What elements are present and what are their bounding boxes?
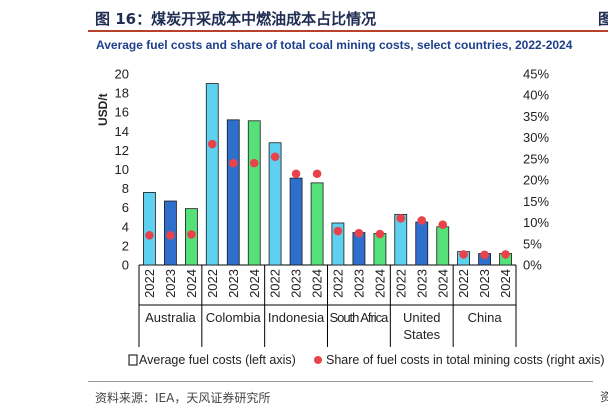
bar-colombia-2024 [247,120,261,266]
x-tick-year: 2022 [205,269,220,298]
fuel-cost-chart: 0 2 4 6 8 10 12 14 16 18 20 0% 5% 10% 15% 20% 25% 30% 35% 4… [115,67,605,368]
share-dot-australia-2023 [166,230,175,240]
share-dot-united-states-2023 [417,216,427,225]
y-axis-label: USD/t [96,93,110,126]
x-tick-year: 2022 [456,269,471,298]
share-dot-south-africa-2023 [354,228,364,238]
share-dot-australia-2024 [187,230,196,239]
share-dot-south-africa-2024 [375,229,385,239]
next-source-fragment: 资 [600,390,608,404]
bar-colombia-2022 [205,83,219,266]
bar-colombia-2023 [226,119,240,266]
title-divider [88,30,608,32]
x-tick-year: 2023 [163,269,178,298]
x-tick-year: 2023 [477,269,492,298]
x-tick-year: 2022 [268,269,283,298]
x-tick-year: 2024 [372,269,387,298]
y2-tick-label: 0% [523,258,542,273]
share-dot-colombia-2024 [249,158,259,168]
legend-label-share: Share of fuel costs in total mining cost… [326,353,605,367]
y-tick-label: 2 [122,238,129,253]
x-tick-year: 2022 [142,269,157,298]
x-group-label: South Africa [330,310,390,325]
y2-tick-label: 15% [523,194,549,209]
y-tick-label: 12 [115,143,129,158]
x-tick-year: 2024 [435,269,450,298]
y2-tick-label: 45% [523,67,549,82]
x-tick-year: 2024 [184,269,199,298]
x-tick-year: 2023 [351,269,366,298]
share-dot-china-2022 [459,250,468,259]
figure-title: 图 16：煤炭开采成本中燃油成本占比情况 [95,10,377,28]
share-dot-australia-2022 [145,230,154,240]
share-dot-united-states-2022 [396,214,406,223]
y2-tick-label: 25% [523,151,549,166]
y-tick-label: 10 [115,162,129,177]
bar-indonesia-2023 [289,177,303,266]
share-dot-china-2023 [480,250,489,260]
x-tick-year: 2024 [498,269,513,298]
share-dot-colombia-2023 [228,158,238,168]
x-group-label: Indonesia [268,310,325,325]
share-dot-colombia-2022 [207,139,217,149]
y2-tick-label: 30% [523,130,549,145]
source-divider [88,381,593,382]
y-tick-label: 6 [122,200,129,215]
y-tick-label: 4 [122,219,129,234]
y-tick-label: 16 [115,105,129,120]
x-tick-year: 2023 [414,269,429,298]
chart-title: Average fuel costs and share of total co… [96,38,573,52]
y-tick-label: 18 [115,86,129,101]
legend-bar-swatch [128,354,138,366]
x-group-label: China [468,310,503,325]
share-dot-china-2024 [501,250,510,259]
y-tick-label: 14 [115,124,129,139]
y2-tick-label: 10% [523,215,549,230]
x-tick-year: 2022 [330,269,345,298]
share-dot-indonesia-2024 [312,169,322,179]
share-dot-united-states-2024 [438,220,448,229]
x-group-label: Colombia [206,310,262,325]
x-group-label: Australia [145,310,196,325]
bar-united-states-2023 [415,221,429,266]
y-tick-label: 20 [115,67,129,82]
y2-tick-label: 40% [523,88,549,103]
legend-label-fuel: Average fuel costs (left axis) [139,353,296,367]
x-group-label: United [403,310,441,325]
share-dot-indonesia-2022 [270,152,280,162]
y-tick-label: 8 [122,181,129,196]
legend-dot-swatch [314,356,322,364]
share-dot-indonesia-2023 [291,169,301,179]
bar-australia-2022 [143,192,156,266]
bar-indonesia-2022 [268,142,282,266]
x-tick-year: 2022 [393,269,408,298]
y2-tick-label: 5% [523,236,542,251]
x-tick-year: 2024 [310,269,325,298]
x-group-label: States [403,327,440,342]
x-tick-year: 2023 [289,269,304,298]
y-tick-label: 0 [122,258,129,273]
bar-united-states-2024 [436,226,450,266]
x-tick-year: 2024 [247,269,262,298]
source-note: 资料来源：IEA，天风证券研究所 [95,391,271,405]
x-tick-year: 2023 [226,269,241,298]
y2-tick-label: 35% [523,109,549,124]
bar-indonesia-2024 [310,182,324,266]
y2-tick-label: 20% [523,173,549,188]
share-dot-south-africa-2022 [333,226,343,236]
next-figure-title-fragment: 图 [598,10,608,28]
